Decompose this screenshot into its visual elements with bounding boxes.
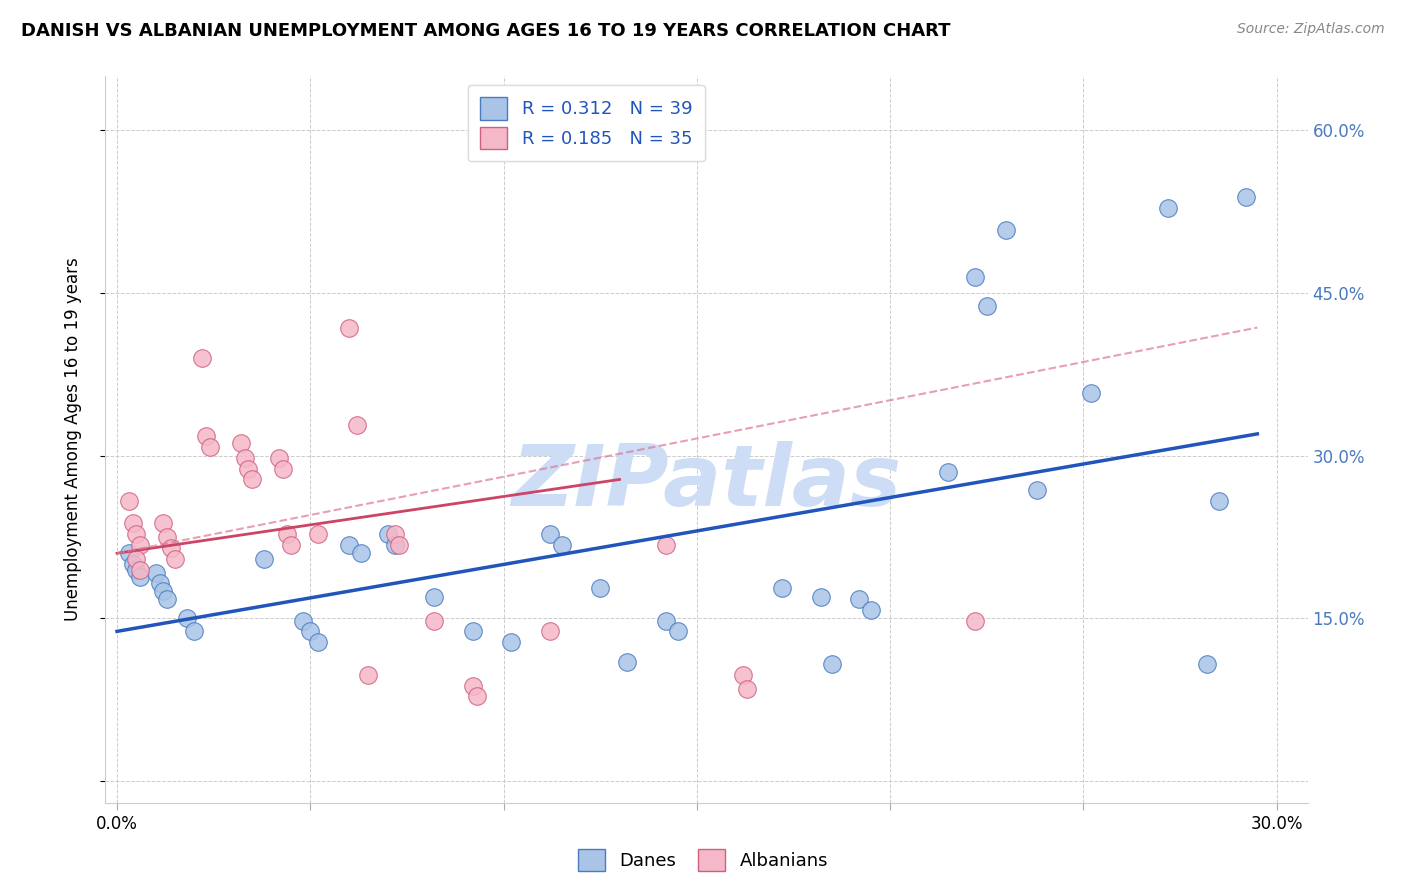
Point <box>821 657 844 671</box>
Point <box>735 681 758 696</box>
Point <box>770 581 793 595</box>
Y-axis label: Unemployment Among Ages 16 to 19 years: Unemployment Among Ages 16 to 19 years <box>63 258 82 621</box>
Point <box>538 526 561 541</box>
Point <box>125 526 148 541</box>
Point <box>965 269 987 284</box>
Point <box>229 435 252 450</box>
Point <box>655 537 678 551</box>
Point <box>965 614 987 628</box>
Point <box>240 473 263 487</box>
Point <box>465 690 488 704</box>
Point <box>859 602 882 616</box>
Point <box>156 591 179 606</box>
Point <box>152 516 174 530</box>
Point <box>936 465 959 479</box>
Point <box>550 537 572 551</box>
Point <box>388 537 411 551</box>
Point <box>346 418 368 433</box>
Point <box>176 611 198 625</box>
Point <box>337 537 360 551</box>
Legend: R = 0.312   N = 39, R = 0.185   N = 35: R = 0.312 N = 39, R = 0.185 N = 35 <box>468 85 704 161</box>
Text: Source: ZipAtlas.com: Source: ZipAtlas.com <box>1237 22 1385 37</box>
Point <box>616 655 638 669</box>
Point <box>349 546 371 560</box>
Point <box>976 299 998 313</box>
Point <box>1208 494 1230 508</box>
Point <box>995 223 1018 237</box>
Text: DANISH VS ALBANIAN UNEMPLOYMENT AMONG AGES 16 TO 19 YEARS CORRELATION CHART: DANISH VS ALBANIAN UNEMPLOYMENT AMONG AG… <box>21 22 950 40</box>
Point <box>291 614 314 628</box>
Point <box>129 537 152 551</box>
Point <box>1234 190 1257 204</box>
Point <box>129 570 152 584</box>
Point <box>384 537 406 551</box>
Point <box>423 614 446 628</box>
Point <box>461 624 484 639</box>
Point <box>163 551 186 566</box>
Point <box>152 584 174 599</box>
Point <box>1026 483 1049 498</box>
Point <box>156 530 179 544</box>
Legend: Danes, Albanians: Danes, Albanians <box>571 842 835 879</box>
Point <box>117 546 139 560</box>
Point <box>538 624 561 639</box>
Point <box>117 494 139 508</box>
Point <box>501 635 523 649</box>
Point <box>848 591 870 606</box>
Point <box>1157 201 1180 215</box>
Point <box>461 679 484 693</box>
Point <box>198 440 221 454</box>
Point <box>337 320 360 334</box>
Point <box>666 624 689 639</box>
Point <box>1197 657 1219 671</box>
Point <box>160 541 183 555</box>
Point <box>125 562 148 576</box>
Point <box>269 450 291 465</box>
Point <box>589 581 612 595</box>
Point <box>233 450 256 465</box>
Point <box>377 526 399 541</box>
Point <box>655 614 678 628</box>
Text: ZIPatlas: ZIPatlas <box>512 442 901 524</box>
Point <box>125 551 148 566</box>
Point <box>276 526 298 541</box>
Point <box>194 429 217 443</box>
Point <box>121 557 143 571</box>
Point <box>280 537 302 551</box>
Point <box>384 526 406 541</box>
Point <box>271 461 294 475</box>
Point <box>810 590 832 604</box>
Point <box>733 667 755 681</box>
Point <box>307 526 329 541</box>
Point <box>238 461 260 475</box>
Point <box>191 351 214 365</box>
Point <box>145 566 167 580</box>
Point <box>357 667 380 681</box>
Point <box>253 551 276 566</box>
Point <box>299 624 322 639</box>
Point <box>307 635 329 649</box>
Point <box>129 562 152 576</box>
Point <box>1080 385 1102 400</box>
Point <box>121 516 143 530</box>
Point <box>183 624 205 639</box>
Point <box>423 590 446 604</box>
Point <box>148 575 170 590</box>
